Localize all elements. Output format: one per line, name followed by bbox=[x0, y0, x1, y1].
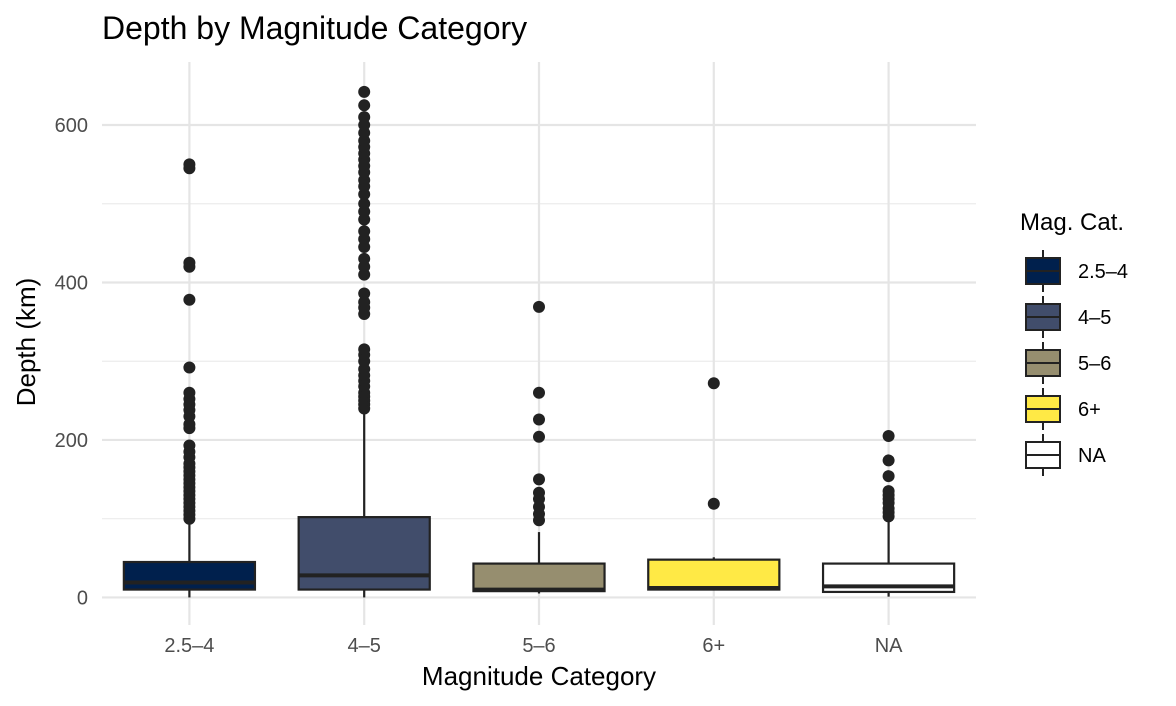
legend-label: 2.5–4 bbox=[1078, 261, 1128, 283]
outlier-point bbox=[183, 386, 196, 399]
outlier-point bbox=[358, 111, 371, 124]
box-body bbox=[122, 560, 257, 591]
box-body bbox=[647, 558, 781, 591]
y-tick-label: 200 bbox=[55, 430, 88, 452]
outlier-point bbox=[533, 413, 545, 426]
outlier-point bbox=[183, 256, 196, 269]
x-tick-label: 6+ bbox=[702, 635, 725, 657]
legend-item-0: 2.5–4 bbox=[1025, 250, 1128, 292]
legend-item-1: 4–5 bbox=[1025, 296, 1111, 338]
outlier-point bbox=[358, 252, 371, 265]
outlier-point bbox=[358, 197, 371, 210]
x-tick-label: 2.5–4 bbox=[164, 635, 214, 657]
outlier-point bbox=[533, 473, 545, 486]
outlier-point bbox=[358, 296, 371, 309]
x-tick-label: 4–5 bbox=[348, 635, 381, 657]
legend-item-4: NA bbox=[1025, 434, 1106, 476]
x-tick-label: 5–6 bbox=[522, 635, 555, 657]
y-tick-label: 400 bbox=[55, 272, 88, 294]
legend-label: 6+ bbox=[1078, 399, 1101, 421]
outlier-point bbox=[882, 430, 895, 443]
outlier-point bbox=[882, 454, 895, 467]
outlier-point bbox=[183, 158, 196, 171]
outlier-point bbox=[707, 377, 720, 390]
outlier-point bbox=[533, 386, 545, 399]
legend-label: 4–5 bbox=[1078, 307, 1111, 329]
boxes bbox=[122, 85, 956, 598]
outlier-point bbox=[358, 225, 371, 238]
x-tick-label: NA bbox=[875, 635, 903, 657]
legend: Mag. Cat. 2.5–4 4–5 5–6 6+ NA bbox=[1020, 209, 1128, 476]
outlier-point bbox=[358, 287, 371, 300]
outlier-point bbox=[882, 470, 895, 483]
outlier-point bbox=[183, 439, 196, 452]
legend-label: NA bbox=[1078, 445, 1106, 467]
outlier-point bbox=[533, 486, 545, 499]
y-tick-label: 600 bbox=[55, 115, 88, 137]
outlier-point bbox=[882, 485, 895, 498]
box-3 bbox=[647, 377, 781, 591]
box-1 bbox=[297, 85, 431, 598]
legend-item-3: 6+ bbox=[1025, 388, 1101, 430]
box-4 bbox=[821, 430, 956, 597]
outlier-point bbox=[358, 85, 371, 98]
x-axis-ticks: 2.5–4 4–5 5–6 6+ NA bbox=[164, 635, 903, 657]
outlier-point bbox=[183, 293, 196, 306]
outlier-point bbox=[707, 497, 720, 510]
outlier-point bbox=[533, 430, 545, 443]
box-body bbox=[472, 562, 606, 593]
outlier-point bbox=[358, 343, 371, 356]
y-axis-title: Depth (km) bbox=[11, 278, 41, 407]
y-axis-ticks: 0 200 400 600 bbox=[55, 115, 88, 609]
outlier-point bbox=[358, 99, 371, 112]
y-tick-label: 0 bbox=[77, 587, 88, 609]
box-body bbox=[297, 516, 431, 591]
legend-title: Mag. Cat. bbox=[1020, 209, 1124, 236]
chart-title: Depth by Magnitude Category bbox=[102, 10, 527, 46]
legend-keys: 2.5–4 4–5 5–6 6+ NA bbox=[1025, 250, 1128, 476]
outlier-point bbox=[533, 300, 545, 313]
box-0 bbox=[122, 158, 257, 598]
legend-label: 5–6 bbox=[1078, 353, 1111, 375]
x-axis-title: Magnitude Category bbox=[422, 661, 656, 691]
legend-item-2: 5–6 bbox=[1025, 342, 1111, 384]
box-2 bbox=[472, 300, 606, 594]
outlier-point bbox=[183, 361, 196, 374]
